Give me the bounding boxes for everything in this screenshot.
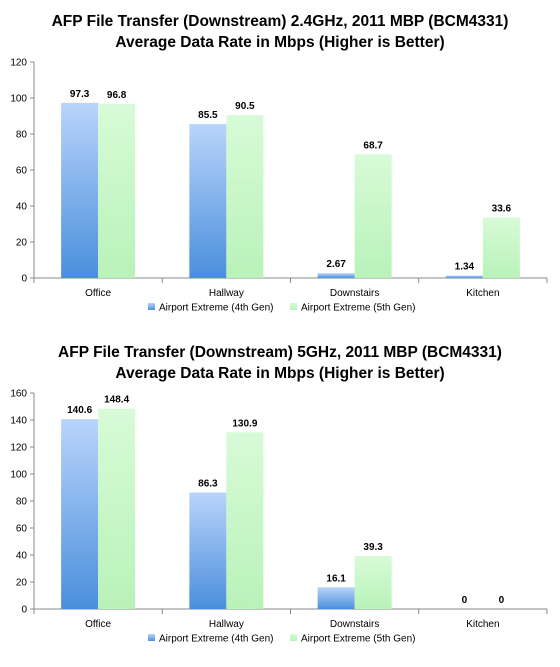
chart-title: AFP File Transfer (Downstream) 5GHz, 201…	[58, 344, 502, 361]
y-tick-label: 100	[10, 470, 27, 481]
y-tick-label: 40	[16, 202, 28, 213]
x-tick-label: Downstairs	[330, 288, 379, 299]
x-tick-label: Office	[85, 288, 111, 299]
data-label: 96.8	[107, 90, 127, 101]
y-tick-label: 80	[16, 497, 28, 508]
data-label: 39.3	[363, 542, 383, 553]
chart-subtitle: Average Data Rate in Mbps (Higher is Bet…	[115, 365, 444, 382]
chart-5ghz-svg: AFP File Transfer (Downstream) 5GHz, 201…	[10, 344, 548, 645]
bar-series-5th-gen	[98, 408, 136, 609]
legend-label: Airport Extreme (5th Gen)	[301, 634, 415, 645]
chart-title: AFP File Transfer (Downstream) 2.4GHz, 2…	[52, 13, 509, 30]
bar-series-5th-gen	[482, 217, 520, 278]
bar-series-4th-gen	[317, 273, 355, 278]
x-tick-label: Hallway	[209, 619, 244, 630]
data-label: 140.6	[67, 405, 92, 416]
chart-2-4ghz: AFP File Transfer (Downstream) 2.4GHz, 2…	[0, 0, 560, 331]
y-tick-label: 160	[10, 389, 27, 400]
x-tick-label: Kitchen	[466, 288, 499, 299]
legend-label: Airport Extreme (4th Gen)	[159, 303, 273, 314]
data-label: 33.6	[492, 204, 512, 215]
y-tick-label: 80	[16, 130, 28, 141]
data-label: 16.1	[326, 573, 346, 584]
data-label: 130.9	[232, 418, 257, 429]
data-label: 68.7	[363, 140, 383, 151]
bar-series-5th-gen	[98, 103, 136, 278]
data-label: 0	[462, 595, 468, 606]
y-tick-label: 40	[16, 551, 28, 562]
y-tick-label: 60	[16, 524, 28, 535]
y-tick-label: 0	[21, 605, 27, 616]
legend-label: Airport Extreme (5th Gen)	[301, 303, 415, 314]
legend-swatch	[148, 303, 155, 310]
bar-series-5th-gen	[226, 432, 264, 609]
y-tick-label: 100	[10, 94, 27, 105]
y-tick-label: 20	[16, 578, 28, 589]
x-tick-label: Downstairs	[330, 619, 379, 630]
legend-swatch	[290, 634, 297, 641]
y-tick-label: 140	[10, 416, 27, 427]
data-label: 0	[499, 595, 505, 606]
chart-2-4ghz-svg: AFP File Transfer (Downstream) 2.4GHz, 2…	[10, 13, 548, 314]
chart-5ghz: AFP File Transfer (Downstream) 5GHz, 201…	[0, 331, 560, 662]
legend-label: Airport Extreme (4th Gen)	[159, 634, 273, 645]
y-tick-label: 20	[16, 238, 28, 249]
y-tick-label: 0	[21, 274, 27, 285]
data-label: 2.67	[326, 259, 346, 270]
y-tick-label: 120	[10, 58, 27, 69]
y-tick-label: 60	[16, 166, 28, 177]
legend-swatch	[148, 634, 155, 641]
bar-series-5th-gen	[354, 154, 392, 278]
data-label: 86.3	[198, 478, 218, 489]
bar-series-5th-gen	[354, 555, 392, 609]
x-tick-label: Hallway	[209, 288, 244, 299]
legend-swatch	[290, 303, 297, 310]
bar-series-5th-gen	[226, 115, 264, 278]
data-label: 148.4	[104, 395, 129, 406]
bar-series-4th-gen	[61, 419, 99, 609]
data-label: 90.5	[235, 101, 255, 112]
bar-series-4th-gen	[189, 124, 227, 278]
bar-series-4th-gen	[61, 102, 99, 278]
bar-series-4th-gen	[189, 492, 227, 609]
bar-series-4th-gen	[445, 275, 483, 278]
data-label: 85.5	[198, 110, 218, 121]
x-tick-label: Kitchen	[466, 619, 499, 630]
x-tick-label: Office	[85, 619, 111, 630]
data-label: 1.34	[455, 262, 475, 273]
chart-subtitle: Average Data Rate in Mbps (Higher is Bet…	[115, 34, 444, 51]
y-tick-label: 120	[10, 443, 27, 454]
data-label: 97.3	[70, 89, 90, 100]
bar-series-4th-gen	[317, 587, 355, 609]
